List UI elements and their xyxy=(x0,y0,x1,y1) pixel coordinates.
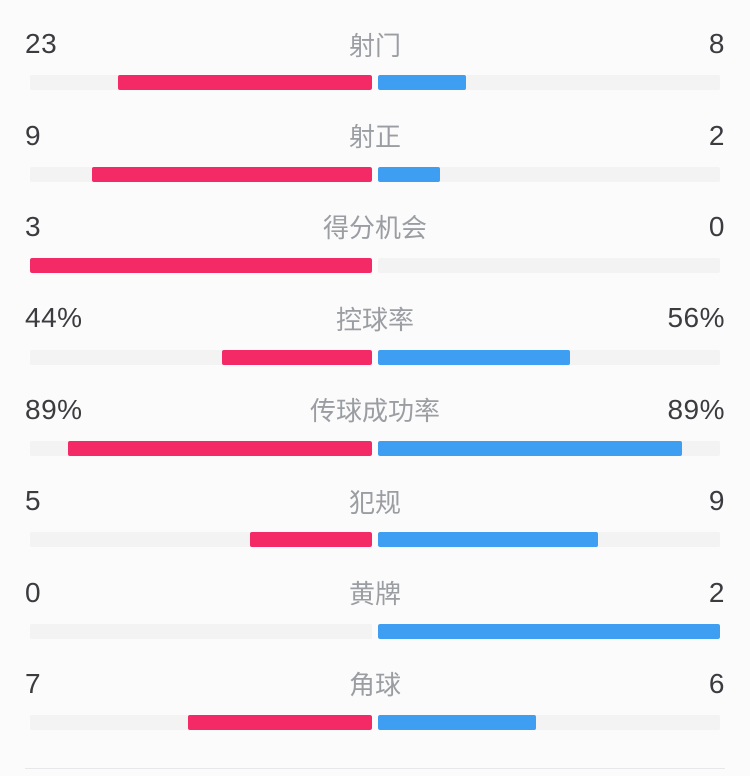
home-value: 3 xyxy=(25,210,42,242)
stat-row: 5 犯规 9 xyxy=(0,470,750,561)
stat-bar xyxy=(30,166,720,182)
home-value: 0 xyxy=(25,576,42,608)
away-value: 6 xyxy=(708,667,725,699)
stat-bar xyxy=(30,75,720,91)
stat-row-head: 7 角球 6 xyxy=(0,653,750,715)
home-bar-fill xyxy=(249,532,372,548)
away-bar-fill xyxy=(378,623,720,639)
stat-row-head: 89% 传球成功率 89% xyxy=(0,379,750,441)
stat-row: 23 射门 8 xyxy=(0,13,750,104)
away-value: 8 xyxy=(708,28,725,60)
away-bar-track xyxy=(378,440,720,456)
stat-row: 7 角球 6 xyxy=(0,653,750,744)
stat-label: 控球率 xyxy=(335,304,414,335)
home-value: 23 xyxy=(25,28,58,60)
stat-label: 角球 xyxy=(348,670,401,701)
stat-row-head: 3 得分机会 0 xyxy=(0,196,750,258)
away-bar-track xyxy=(378,166,720,182)
home-bar-track xyxy=(30,715,372,731)
stat-row: 0 黄牌 2 xyxy=(0,561,750,652)
stat-bar xyxy=(30,440,720,456)
stat-bar xyxy=(30,258,720,274)
stat-row: 9 射正 2 xyxy=(0,104,750,195)
stat-row-head: 23 射门 8 xyxy=(0,13,750,75)
bottom-divider xyxy=(25,768,725,769)
home-value: 7 xyxy=(25,667,42,699)
home-value: 44% xyxy=(25,302,83,334)
away-value: 0 xyxy=(708,210,725,242)
home-bar-fill xyxy=(118,75,372,91)
stat-row-head: 9 射正 2 xyxy=(0,104,750,166)
home-bar-fill xyxy=(30,258,372,274)
away-bar-track xyxy=(378,258,720,274)
away-bar-track xyxy=(378,532,720,548)
home-value: 9 xyxy=(25,119,42,151)
away-value: 89% xyxy=(667,393,725,425)
home-value: 5 xyxy=(25,485,42,517)
stat-row: 44% 控球率 56% xyxy=(0,287,750,378)
stats-list: 23 射门 8 9 射正 2 3 xyxy=(0,13,750,744)
stat-bar xyxy=(30,349,720,365)
away-value: 56% xyxy=(667,302,725,334)
stat-row: 3 得分机会 0 xyxy=(0,196,750,287)
away-bar-fill xyxy=(378,166,441,182)
home-bar-track xyxy=(30,349,372,365)
away-bar-fill xyxy=(378,532,598,548)
home-bar-track xyxy=(30,532,372,548)
away-bar-track xyxy=(378,715,720,731)
home-bar-track xyxy=(30,440,372,456)
home-bar-track xyxy=(30,166,372,182)
away-bar-track xyxy=(378,623,720,639)
home-bar-fill xyxy=(221,349,372,365)
stat-bar xyxy=(30,532,720,548)
stat-label: 射门 xyxy=(348,30,401,61)
stat-row-head: 0 黄牌 2 xyxy=(0,561,750,623)
stat-row-head: 5 犯规 9 xyxy=(0,470,750,532)
stat-label: 黄牌 xyxy=(348,579,401,610)
home-bar-fill xyxy=(67,440,372,456)
away-value: 2 xyxy=(708,576,725,608)
away-value: 2 xyxy=(708,119,725,151)
stat-bar xyxy=(30,623,720,639)
home-bar-track xyxy=(30,623,372,639)
stat-row: 89% 传球成功率 89% xyxy=(0,379,750,470)
away-bar-track xyxy=(378,75,720,91)
home-bar-track xyxy=(30,258,372,274)
away-bar-fill xyxy=(378,715,536,731)
away-bar-fill xyxy=(378,440,683,456)
away-bar-track xyxy=(378,349,720,365)
stat-label: 射正 xyxy=(348,122,401,153)
home-value: 89% xyxy=(25,393,83,425)
away-bar-fill xyxy=(378,75,467,91)
away-bar-fill xyxy=(378,349,570,365)
away-value: 9 xyxy=(708,485,725,517)
stat-label: 得分机会 xyxy=(322,213,427,244)
home-bar-fill xyxy=(92,166,372,182)
stat-label: 犯规 xyxy=(348,487,401,518)
stat-bar xyxy=(30,715,720,731)
stat-label: 传球成功率 xyxy=(309,396,440,427)
stat-row-head: 44% 控球率 56% xyxy=(0,287,750,349)
home-bar-track xyxy=(30,75,372,91)
home-bar-fill xyxy=(187,715,372,731)
